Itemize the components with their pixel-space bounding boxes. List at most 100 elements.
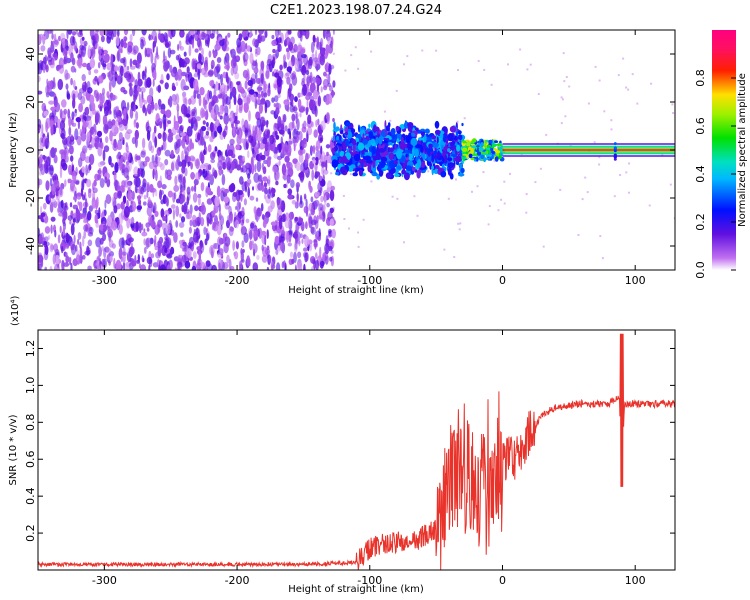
spectrogram-cell [279, 64, 283, 71]
spectrogram-cell [116, 116, 122, 123]
spectrogram-cell [262, 166, 267, 175]
spectrogram-cell [308, 202, 314, 212]
spectrogram-cell [329, 256, 333, 262]
spectrogram-cell [129, 58, 133, 68]
spectrogram-cell [198, 95, 202, 107]
spectrogram-cell [153, 239, 156, 248]
spectrogram-cell [460, 167, 465, 174]
spectrogram-cell [186, 99, 190, 105]
spectrogram-cell [218, 203, 221, 214]
spectrogram-cell [242, 124, 246, 132]
spectrogram-cell [333, 141, 336, 146]
spectrogram-cell [163, 32, 168, 43]
spectrogram-cell [329, 207, 334, 214]
spectrogram-cell [224, 188, 230, 194]
spectrogram-cell [284, 230, 289, 241]
spectrogram-cell [627, 88, 630, 91]
spectrogram-cell [345, 138, 350, 147]
spectrogram-cell [468, 153, 473, 159]
spectrogram-cell [146, 190, 149, 198]
spectrogram-cell [63, 56, 66, 65]
spectrogram-cell [167, 264, 171, 270]
spectrogram-cell [97, 75, 104, 84]
spectrogram-cell [59, 32, 66, 43]
spectrogram-cell [201, 33, 208, 38]
spectrogram-cell [329, 218, 334, 226]
spectrogram-cell [350, 164, 356, 169]
spectrogram-cell [440, 170, 447, 178]
spectrogram-cell [285, 37, 291, 46]
snr-y-tick-label: 0.2 [24, 524, 37, 542]
spectrogram-cell [170, 149, 174, 158]
spectrogram-cell [131, 137, 136, 145]
spectrogram-cell [70, 243, 77, 256]
spectrogram-cell [404, 159, 408, 167]
spectrogram-cell [297, 251, 302, 259]
spectrogram-cell [101, 87, 106, 96]
spectrogram-cell [159, 121, 163, 129]
spectrogram-cell [257, 34, 261, 44]
spectrogram-cell [144, 107, 148, 117]
spectrogram-cell [246, 45, 252, 52]
spectrogram-cell [200, 107, 205, 119]
spectrogram-cell [298, 239, 301, 247]
spectrogram-cell [283, 114, 287, 123]
spectrogram-cell [215, 81, 219, 92]
spectrogram-cell [260, 203, 264, 212]
spectrogram-cell [393, 160, 398, 165]
spectrogram-cell [354, 46, 357, 49]
spectrogram-cell [375, 136, 380, 145]
spectrogram-cell [167, 98, 171, 106]
spectrogram-cell [51, 33, 54, 40]
spectrogram-cell [131, 190, 135, 200]
spectrogram-cell [220, 190, 225, 202]
spectrogram-cell [581, 198, 584, 201]
spectrogram-cell [257, 140, 260, 150]
spectrogram-cell [50, 106, 56, 112]
spectrogram-cell [537, 93, 540, 95]
spectrogram-cell [191, 116, 197, 124]
spectrogram-cell [222, 261, 225, 270]
spectrogram-cell [525, 193, 528, 196]
spectrogram-cell [293, 231, 298, 239]
spectrogram-cell [95, 237, 102, 248]
spectrogram-cell [167, 190, 173, 198]
spectrogram-cell [126, 101, 130, 111]
spectrogram-cell [208, 90, 213, 100]
spectrogram-cell [193, 231, 199, 243]
snr-frame [37, 329, 676, 571]
spectrogram-cell [195, 171, 201, 181]
spectrogram-cell [224, 202, 230, 210]
spectrogram-cell [38, 254, 44, 263]
spectrogram-cell [365, 130, 369, 134]
snr-x-tick-label: -300 [92, 574, 117, 587]
spectrogram-cell [116, 203, 122, 210]
spectrogram-cell [90, 226, 93, 233]
spectrogram-cell [136, 62, 141, 70]
spectrogram-cell [39, 142, 44, 152]
spectrogram-cell [230, 113, 233, 124]
spectrogram-cell [193, 78, 199, 91]
spectrogram-cell [106, 178, 111, 188]
spectrogram-cell [113, 257, 116, 269]
spectrogram-cell [487, 223, 490, 226]
spectrogram-y-ticks: -40 -20 0 20 40 [24, 47, 675, 255]
spectrogram-cell [399, 124, 406, 130]
spectrogram-cell [500, 198, 503, 201]
spectrogram-cell [164, 82, 169, 90]
spectrogram-cell [255, 59, 258, 68]
spectrogram-cell [264, 99, 271, 108]
spectrogram-cell [127, 45, 133, 53]
spectrogram-cell [57, 234, 61, 244]
spectrogram-cell [476, 145, 480, 148]
spectrogram-cell [507, 63, 509, 66]
spectrogram-cell [104, 106, 109, 117]
spectrogram-cell [213, 130, 218, 138]
spectrogram-cell [77, 232, 82, 240]
spectrogram-cell [111, 220, 118, 231]
spectrogram-cell [299, 112, 302, 118]
spectrogram-cell [49, 177, 53, 187]
spectrogram-cell [285, 72, 290, 77]
spectrogram-cell [124, 131, 131, 140]
spectrogram-cell [324, 254, 329, 265]
